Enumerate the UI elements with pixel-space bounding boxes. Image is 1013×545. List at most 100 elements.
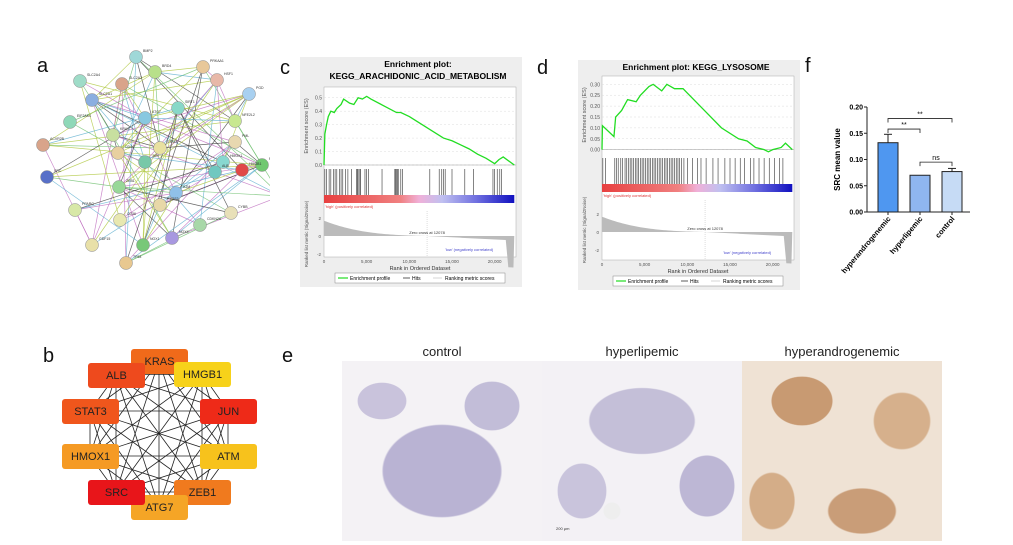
network-edge (159, 141, 236, 149)
network-node-label: CYBB (238, 205, 248, 209)
enrichment-profile-line (323, 95, 515, 166)
y-axis-label: Enrichment score (ES) (304, 98, 310, 153)
network-node (255, 158, 269, 172)
network-node (193, 218, 207, 232)
plot-subtitle: KEGG_ARACHIDONIC_ACID_METABOLISM (330, 71, 507, 81)
network-edge (121, 83, 146, 119)
hub-edge (115, 374, 229, 457)
network-node-label: BRD4 (162, 64, 171, 68)
y-tick-label: 0.0 (315, 163, 322, 169)
legend-label-profile: Enrichment profile (628, 279, 669, 285)
y-tick-label: 0.05 (590, 137, 600, 143)
network-edge (117, 152, 177, 194)
gsea-plot-c: Enrichment plot: KEGG_ARACHIDONIC_ACID_ME… (300, 57, 522, 287)
gsea-plot-d: Enrichment plot: KEGG_LYSOSOME 0.00 0.05 0.… (578, 60, 800, 290)
y-tick-label: 0.10 (590, 126, 600, 132)
metric-tick-label: 0 (596, 230, 599, 235)
network-edge (117, 117, 146, 154)
network-edge (142, 107, 179, 246)
network-edge (118, 117, 146, 188)
metric-tick-label: -2 (317, 252, 321, 257)
panel-label-e: e (282, 345, 294, 367)
network-node-label: GDF15 (99, 237, 110, 241)
x-tick-label: control (933, 215, 956, 240)
x-tick-label: 15,000 (445, 259, 459, 264)
x-tick-label: 10,000 (680, 262, 694, 267)
network-edge (118, 186, 173, 239)
y-tick-label: 0.1 (315, 150, 322, 156)
high-label: 'high' (positively correlated) (325, 204, 374, 209)
network-node-label: TP53 (133, 255, 141, 259)
network-node-label: HMGB1 (249, 162, 262, 166)
y-tick-label: 0.05 (849, 183, 863, 190)
panel-label-b: b (43, 345, 55, 367)
ppi-network-a: BMP2 SLC2A4 SLC2A2 SLC2A1 EIF2AK4 ACVR2B KRAS B… (36, 49, 270, 270)
network-node-label: STAT3 (167, 140, 177, 144)
network-node-label: KRAS (120, 127, 130, 131)
histology-image-control (342, 361, 542, 541)
network-edge (118, 186, 177, 194)
network-edge (144, 93, 250, 119)
scale-bar-label: 200 μm (556, 526, 570, 531)
network-edge (159, 93, 250, 149)
network-node-label: NOX4 (179, 230, 189, 234)
histology-image-hyperandrogenemic (742, 361, 942, 541)
network-node (153, 198, 167, 212)
network-edge (154, 71, 161, 149)
metric-axis-label: Ranked list metric (Signal2Noise) (304, 200, 309, 267)
network-node (228, 114, 242, 128)
network-node-label: SIRT1 (185, 100, 195, 104)
high-label: 'high' (positively correlated) (603, 193, 652, 198)
network-edge (142, 192, 177, 246)
x-tick-label: hyperandrogenemic (840, 215, 893, 276)
network-edge (171, 164, 263, 239)
metric-tick-label: -2 (595, 248, 599, 253)
network-node-label: SRC (54, 169, 62, 173)
y-tick-label: 0.2 (315, 136, 322, 142)
x-tick-label: 0 (601, 262, 604, 267)
x-tick-label: 20,000 (766, 262, 780, 267)
low-label: 'low' (negatively correlated) (723, 250, 772, 255)
network-edge (119, 79, 218, 221)
network-node (85, 238, 99, 252)
low-label: 'low' (negatively correlated) (445, 247, 494, 252)
network-edge (91, 99, 270, 191)
hub-node-alb: ALB (88, 363, 145, 388)
significance-label: ** (917, 112, 923, 119)
network-edge (121, 83, 263, 166)
panel-label-c: c (280, 57, 290, 79)
network-node-label: ACVR2B (50, 137, 65, 141)
y-tick-label: 0.20 (590, 104, 600, 110)
network-edge (177, 107, 232, 214)
network-node-label: ATM (183, 185, 190, 189)
network-edge (118, 186, 270, 196)
network-edge (119, 141, 236, 221)
network-node (63, 115, 77, 129)
network-edge (199, 79, 218, 226)
network-edge (42, 71, 156, 146)
metric-axis-label: Ranked list metric (Signal2Noise) (582, 196, 587, 263)
plot-title: Enrichment plot: KEGG_LYSOSOME (622, 62, 769, 72)
network-node-label: SLC2A1 (99, 92, 112, 96)
hub-node-hmgb1: HMGB1 (174, 362, 231, 387)
panel-label-d: d (537, 57, 549, 79)
legend-label-hits: Hits (690, 279, 699, 285)
panel-label-f: f (805, 55, 811, 77)
metric-tick-label: 2 (596, 212, 599, 217)
network-edge (69, 121, 232, 214)
network-node-label: HSF1 (224, 72, 233, 76)
x-tick-label: 0 (323, 259, 326, 264)
plot-title: Enrichment plot: (384, 59, 452, 69)
network-edge (79, 80, 236, 122)
y-tick-label: 0.30 (590, 82, 600, 88)
significance-label: ** (901, 122, 907, 129)
network-edge (144, 117, 263, 166)
network-node-label: ALB (222, 164, 229, 168)
network-edge (46, 93, 250, 178)
network-node (85, 93, 99, 107)
y-tick-label: 0.15 (849, 131, 863, 138)
y-axis-label: Enrichment score (ES) (582, 87, 588, 142)
network-edge (42, 144, 161, 149)
network-edge (91, 83, 123, 246)
